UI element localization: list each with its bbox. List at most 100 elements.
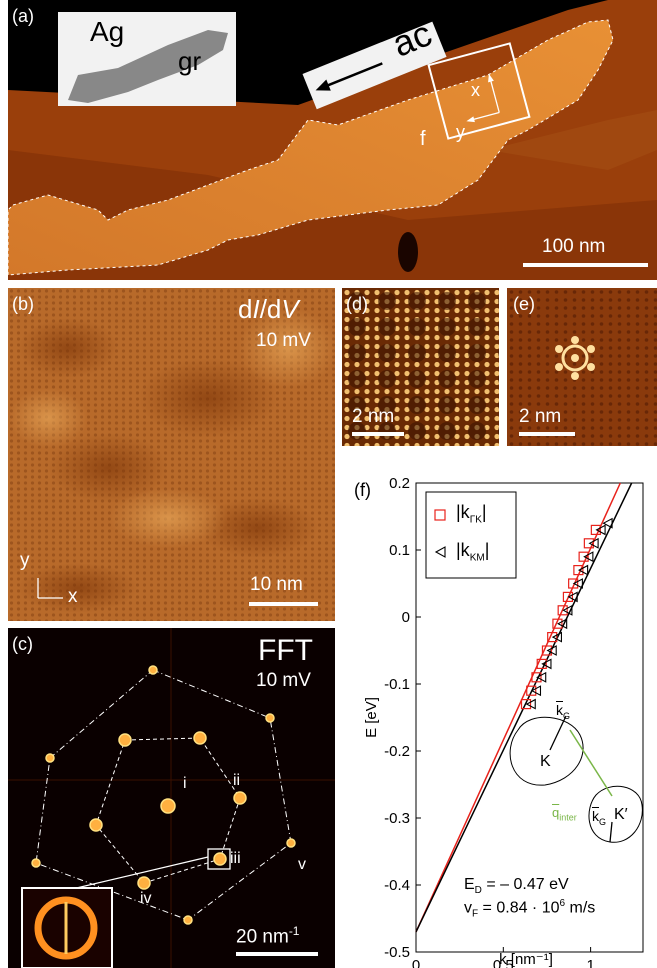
- panel-c-label: (c): [12, 634, 33, 654]
- panel-b-label: (b): [12, 294, 34, 314]
- panel-b: (b) dI/dV 10 mV y x 10 nm: [8, 288, 335, 621]
- inset-kg2-label: kG: [592, 808, 606, 827]
- spot-iii-box: [207, 848, 231, 870]
- panel-a-label: (a): [12, 6, 34, 26]
- inset-q-vector: [569, 729, 613, 797]
- inset-kg-sub: G: [563, 710, 571, 721]
- frame-x-label: x: [471, 80, 480, 100]
- ytick-label-2: 0: [402, 609, 410, 626]
- point-km-3: [541, 658, 552, 670]
- panel-f-label: (f): [354, 480, 371, 500]
- ytick-label-0: 0.2: [389, 475, 410, 492]
- annot-vf-sub: F: [472, 908, 479, 920]
- point-gk-3: [536, 658, 547, 669]
- ytick-label-7: -0.5: [384, 944, 410, 961]
- spot-label-v: v: [298, 856, 306, 873]
- y-axis-label: E [eV]: [363, 697, 380, 738]
- annot-vf: vF = 0.84 · 106 m/s: [464, 898, 595, 920]
- panel-b-image: [8, 288, 335, 621]
- point-km-0: [525, 698, 536, 710]
- point-km-6: [557, 618, 568, 630]
- inset-graphene-shape: [68, 30, 228, 103]
- inset-kg-vector: [549, 715, 567, 751]
- inset-k-valley: [509, 716, 584, 786]
- annot-ed-e: E: [464, 876, 475, 893]
- annot-ed-value: = – 0.47 eV: [481, 876, 569, 893]
- point-km-8: [567, 591, 578, 603]
- panel-a-image: [8, 0, 657, 280]
- point-gk-2: [531, 672, 542, 683]
- axis-y-label: y: [20, 550, 30, 571]
- point-gk-5: [547, 632, 558, 643]
- frame-f: [427, 42, 531, 140]
- point-gk-4: [541, 645, 553, 656]
- scalebar-e-label: 2 nm: [519, 406, 562, 427]
- ytick-label-5: -0.3: [384, 810, 410, 827]
- frame-y-label: y: [456, 122, 465, 142]
- point-gk-8: [562, 591, 574, 602]
- scalebar-c-label: 20 nm-1: [236, 924, 299, 948]
- inset-q-label: qinter: [552, 805, 577, 823]
- scalebar-c-base: 20 nm: [236, 926, 289, 948]
- spot-label-iii: iii: [230, 850, 241, 867]
- graphene-flake: [8, 19, 614, 276]
- panel-f: 0.2 0.1 0 -0.1 -0.2 -0.3 -0.4 -0.5 0 0.5 1 k [nm⁻¹]…: [340, 450, 657, 968]
- spot-label-i: i: [183, 775, 187, 792]
- point-km-10: [577, 564, 589, 576]
- point-km-5: [551, 631, 562, 643]
- annot-vf-exp: 6: [559, 898, 566, 909]
- axis-x-label: x: [68, 586, 78, 607]
- inset-kg2-sub: G: [599, 816, 607, 827]
- inset-gr-label: gr: [178, 46, 202, 76]
- scalebar-a-label: 100 nm: [542, 236, 606, 257]
- point-gk-6: [552, 618, 563, 629]
- xtick-label-2: 1: [586, 957, 594, 968]
- panel-b-bias: 10 mV: [256, 330, 311, 351]
- title-d: d: [238, 294, 253, 324]
- outer-hexagon: [35, 669, 292, 921]
- plot-frame: [415, 482, 644, 953]
- point-km-4: [546, 645, 557, 656]
- inset-k-label: K: [540, 753, 551, 770]
- panel-c-bias: 10 mV: [256, 670, 311, 691]
- scalebar-d-label: 2 nm: [352, 406, 395, 427]
- panel-d: (d) 2 nm: [342, 288, 499, 446]
- inset-q-q: q: [552, 805, 560, 820]
- point-gk-0: [520, 699, 532, 710]
- inset-kg-label: kG: [556, 702, 570, 721]
- legend-marker-km: [434, 546, 446, 558]
- point-km-12: [588, 537, 599, 549]
- point-km-1: [530, 685, 542, 697]
- annot-ed: ED = – 0.47 eV: [464, 876, 569, 896]
- panel-c-image: [8, 628, 335, 968]
- ytick-label-1: 0.1: [389, 542, 410, 559]
- panel-b-title: dI/dV: [238, 294, 299, 325]
- annot-vf-value: = 0.84 · 10: [478, 899, 560, 917]
- armchair-direction-box: [302, 21, 447, 110]
- scalebar-b-label: 10 nm: [250, 574, 303, 595]
- panel-a: (a) Ag gr ac x y f 100 nm: [8, 0, 657, 280]
- panel-c-title: FFT: [258, 634, 313, 667]
- panel-d-label: (d): [346, 294, 368, 314]
- inset-kg-k: k: [556, 702, 563, 718]
- point-gk-10: [573, 564, 584, 576]
- x-axis-label: k [nm⁻¹]: [499, 951, 553, 968]
- point-gk-7: [557, 605, 568, 616]
- center-spot: [160, 798, 176, 814]
- point-km-13: [595, 524, 606, 536]
- xtick-label-0: 0: [412, 957, 420, 968]
- ytick-label-6: -0.4: [384, 877, 410, 894]
- point-km-9: [572, 578, 583, 589]
- legend-marker-gk: [434, 509, 446, 521]
- point-gk-11: [578, 551, 589, 562]
- point-gk-1: [526, 685, 537, 696]
- panel-c: (c) FFT 10 mV i ii iii iv v 20 nm-1: [8, 628, 335, 968]
- point-km-7: [562, 604, 573, 616]
- point-gk-9: [568, 578, 579, 589]
- ytick-label-4: -0.2: [384, 743, 410, 760]
- defect-star: [555, 336, 595, 380]
- annot-vf-v: v: [464, 899, 472, 917]
- title-slash: /d: [259, 294, 282, 324]
- annot-ed-sub: D: [474, 885, 482, 897]
- annot-vf-unit: m/s: [565, 899, 596, 917]
